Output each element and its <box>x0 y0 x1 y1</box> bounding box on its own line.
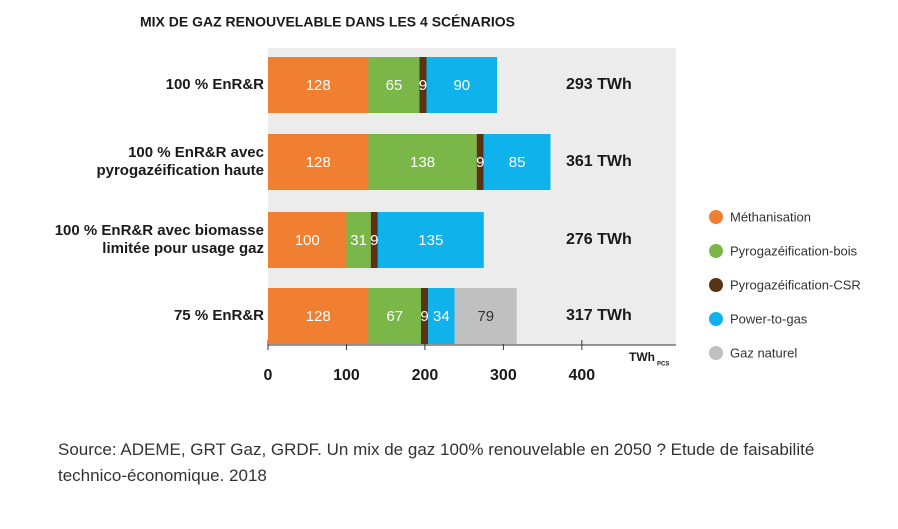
bar-segment <box>268 212 347 268</box>
bar-segment <box>370 212 378 268</box>
value-label: 34 <box>433 308 450 325</box>
bar-segment <box>377 212 484 268</box>
bar-segment <box>346 212 371 268</box>
x-tick-label: 0 <box>264 367 273 384</box>
total-label: 276 TWh <box>566 231 632 248</box>
bar-segment <box>421 288 429 344</box>
bar-segment <box>368 57 420 113</box>
chart-title: MIX DE GAZ RENOUVELABLE DANS LES 4 SCÉNA… <box>140 14 515 30</box>
category-label: 100 % EnR&R avec pyrogazéification haute <box>96 144 264 179</box>
bar-segment <box>368 134 477 190</box>
bar-segment <box>368 288 421 344</box>
x-tick-label: 400 <box>568 367 595 384</box>
bar-segment <box>483 134 551 190</box>
value-label: 128 <box>306 308 331 325</box>
value-label: 9 <box>476 154 484 171</box>
bar-segment <box>476 134 484 190</box>
legend-label: Pyrogazéification-CSR <box>730 277 861 292</box>
category-label: 100 % EnR&R avec biomasse limitée pour u… <box>54 222 264 257</box>
x-axis-label-sub: PCS <box>657 362 669 368</box>
value-label: 90 <box>453 77 470 94</box>
value-label: 128 <box>306 154 331 171</box>
bar-segment <box>454 288 517 344</box>
legend-swatch <box>709 278 723 292</box>
x-tick-label: 100 <box>333 367 360 384</box>
legend-swatch <box>709 244 723 258</box>
source-note: Source: ADEME, GRT Gaz, GRDF. Un mix de … <box>58 440 815 485</box>
legend-label: Gaz naturel <box>730 345 797 360</box>
total-label: 317 TWh <box>566 307 632 324</box>
bar-segment <box>268 134 369 190</box>
legend-swatch <box>709 210 723 224</box>
value-label: 9 <box>420 308 428 325</box>
value-label: 100 <box>295 232 320 249</box>
x-axis-label: TWh <box>629 350 655 364</box>
bar-segment <box>428 288 455 344</box>
value-label: 138 <box>410 154 435 171</box>
x-tick-label: 300 <box>490 367 517 384</box>
legend-label: Méthanisation <box>730 209 811 224</box>
category-label: 75 % EnR&R <box>173 307 264 324</box>
total-label: 293 TWh <box>566 76 632 93</box>
legend-label: Pyrogazéification-bois <box>730 243 858 258</box>
value-label: 135 <box>418 232 443 249</box>
bar-segment <box>426 57 498 113</box>
bar-segment <box>419 57 427 113</box>
bar-segment <box>268 288 369 344</box>
total-label: 361 TWh <box>566 153 632 170</box>
value-label: 67 <box>386 308 403 325</box>
value-label: 79 <box>477 308 494 325</box>
bar-segment <box>268 57 369 113</box>
value-label: 9 <box>370 232 378 249</box>
value-label: 31 <box>350 232 367 249</box>
value-label: 65 <box>386 77 403 94</box>
value-label: 9 <box>419 77 427 94</box>
category-label: 100 % EnR&R <box>165 76 264 93</box>
legend-swatch <box>709 312 723 326</box>
value-label: 85 <box>509 154 526 171</box>
legend-label: Power-to-gas <box>730 311 808 326</box>
value-label: 128 <box>306 77 331 94</box>
legend-swatch <box>709 346 723 360</box>
x-tick-label: 200 <box>412 367 439 384</box>
